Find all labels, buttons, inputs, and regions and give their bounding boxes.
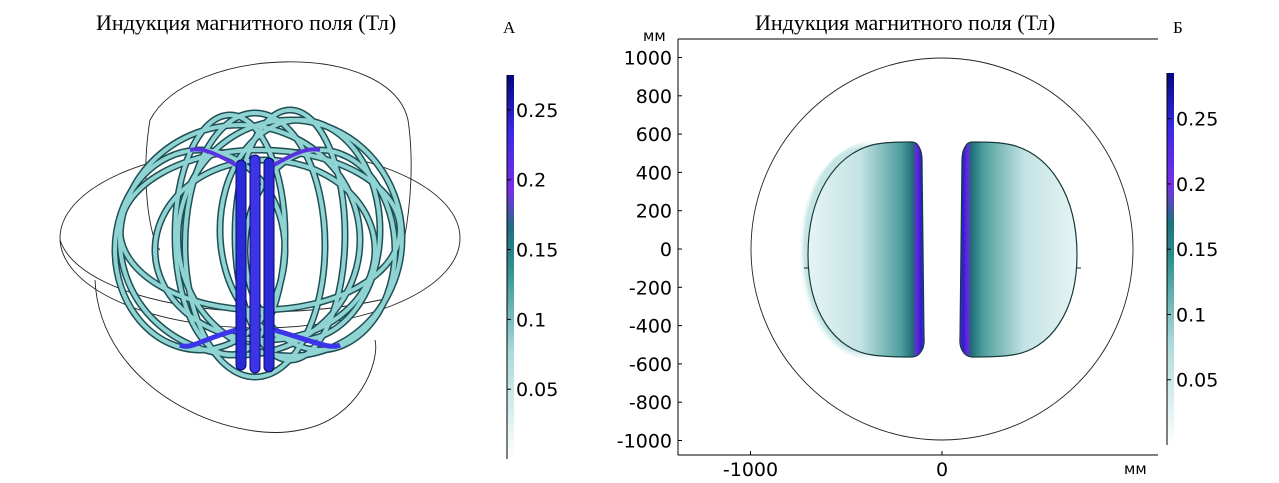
- y-tick-label: 1000: [624, 48, 672, 70]
- panel-b-title: Индукция магнитного поля (Тл): [755, 10, 1056, 35]
- y-tick-label: 600: [636, 124, 672, 146]
- colorbar-a: 0.05 0.1 0.15 0.2 0.25: [506, 75, 558, 459]
- panel-b-plot: 1000 800 600 400 200 0 -200 -400 -600 -800 -1000 -…: [617, 38, 1158, 481]
- y-tick-label: -200: [629, 277, 672, 299]
- colorbar-b-gradient: [1167, 73, 1174, 445]
- colorbar-a-tick-label: 0.2: [516, 170, 546, 192]
- y-tick-label: -1000: [617, 431, 672, 453]
- panel-a-letter: А: [503, 18, 516, 37]
- colorbar-a-tick-label: 0.05: [516, 379, 558, 401]
- y-tick-label: -400: [629, 316, 672, 338]
- y-tick-label: 800: [636, 86, 672, 108]
- y-tick-label: -600: [629, 354, 672, 376]
- colorbar-a-tick-label: 0.15: [516, 240, 558, 262]
- colorbar-b: 0.05 0.1 0.15 0.2 0.25: [1166, 73, 1218, 445]
- colorbar-b-tick-label: 0.05: [1176, 370, 1218, 392]
- y-tick-label: -800: [629, 392, 672, 414]
- x-axis-unit: мм: [1124, 460, 1147, 478]
- colorbar-a-tick-label: 0.25: [516, 100, 558, 122]
- x-axis-ticks: -1000 0: [723, 451, 948, 481]
- coil-core: [178, 147, 342, 374]
- left-lobe: [798, 137, 927, 363]
- colorbar-a-ticks: 0.05 0.1 0.15 0.2 0.25: [507, 100, 558, 401]
- colorbar-a-gradient: [507, 75, 514, 459]
- y-tick-label: 400: [636, 162, 672, 184]
- colorbar-b-tick-label: 0.15: [1176, 239, 1218, 261]
- panel-b-letter: Б: [1173, 18, 1183, 37]
- panel-a-coil-view: [59, 61, 461, 433]
- y-tick-label: 200: [636, 201, 672, 223]
- y-axis-ticks: 1000 800 600 400 200 0 -200 -400 -600 -800 -1000: [617, 48, 682, 453]
- colorbar-b-ticks: 0.05 0.1 0.15 0.2 0.25: [1167, 109, 1218, 392]
- y-axis-unit: мм: [643, 27, 666, 45]
- domain-circle: [750, 57, 1134, 441]
- panel-a-title: Индукция магнитного поля (Тл): [96, 10, 397, 35]
- colorbar-b-tick-label: 0.25: [1176, 109, 1218, 131]
- right-lobe: [959, 141, 1078, 358]
- colorbar-b-tick-label: 0.2: [1176, 174, 1206, 196]
- colorbar-a-tick-label: 0.1: [516, 309, 546, 331]
- colorbar-b-tick-label: 0.1: [1176, 304, 1206, 326]
- y-tick-label: 0: [660, 239, 672, 261]
- x-tick-label: 0: [936, 459, 948, 481]
- x-tick-label: -1000: [723, 459, 778, 481]
